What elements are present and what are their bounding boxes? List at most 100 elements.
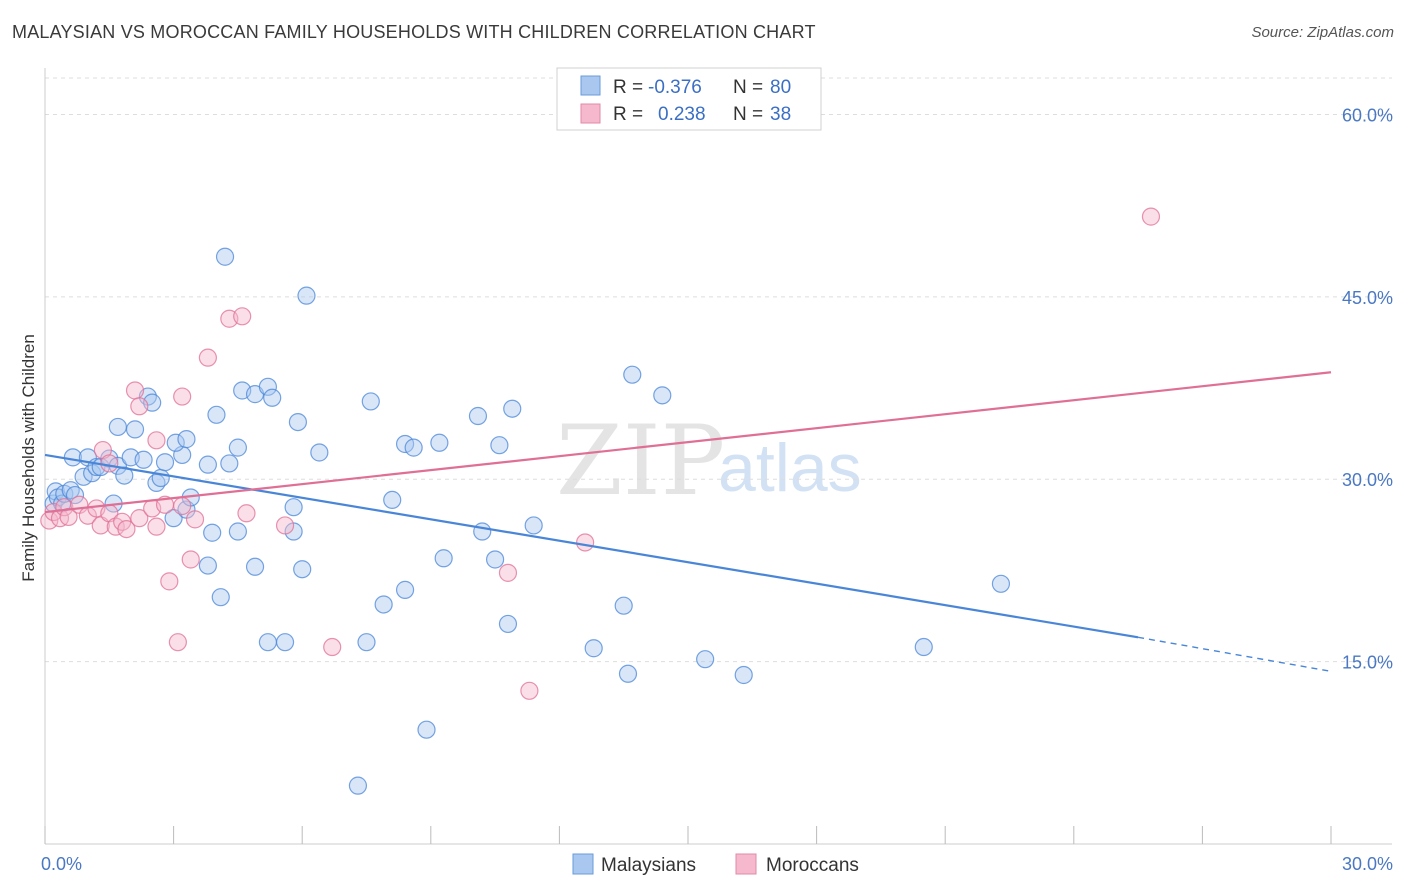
moroccan-point xyxy=(100,454,119,473)
malaysian-point xyxy=(653,386,672,405)
y-tick-labels: 15.0% 30.0% 45.0% 60.0% xyxy=(1342,105,1393,672)
malaysian-point xyxy=(361,392,380,411)
legend-r-value-0: -0.376 xyxy=(648,77,702,98)
moroccan-point xyxy=(576,533,595,552)
malaysian-point xyxy=(288,412,308,432)
malaysian-point xyxy=(198,556,217,575)
bottom-legend-label-malaysians: Malaysians xyxy=(601,855,696,876)
x-tick-label-min: 0.0% xyxy=(41,854,82,874)
malaysians-points xyxy=(44,247,1011,795)
malaysian-point xyxy=(503,399,522,418)
malaysian-point xyxy=(215,247,235,266)
malaysian-point xyxy=(395,580,415,599)
moroccan-point xyxy=(1141,207,1161,226)
y-axis-label: Family Households with Children xyxy=(19,334,38,582)
malaysian-point xyxy=(151,468,170,488)
malaysian-point xyxy=(228,438,247,457)
malaysian-point xyxy=(468,406,488,426)
malaysian-point xyxy=(374,595,393,614)
moroccan-point xyxy=(130,397,149,416)
moroccan-point xyxy=(520,681,539,700)
bottom-legend-swatch-malaysians xyxy=(572,853,594,875)
moroccan-point xyxy=(125,381,145,400)
legend-r-label-1: R = xyxy=(613,104,643,125)
x-tick-label-max: 30.0% xyxy=(1342,854,1393,874)
moroccan-point xyxy=(198,348,217,367)
malaysian-point xyxy=(166,433,185,452)
malaysian-point xyxy=(417,720,436,739)
series-legend: Malaysians Moroccans xyxy=(572,853,859,876)
x-tick-labels: 0.0% 30.0% xyxy=(41,854,1393,874)
malaysian-point xyxy=(108,417,127,437)
moroccan-point xyxy=(130,509,149,528)
legend-r-label-0: R = xyxy=(613,77,643,98)
moroccan-point xyxy=(147,517,166,536)
legend-n-label-1: N = xyxy=(733,104,763,125)
gridlines xyxy=(45,77,1392,663)
malaysian-point xyxy=(486,550,505,569)
malaysian-point xyxy=(490,436,509,455)
y-tick-label: 30.0% xyxy=(1342,470,1393,490)
malaysian-point xyxy=(211,588,230,607)
malaysian-point xyxy=(434,549,453,568)
moroccan-point xyxy=(237,504,256,523)
malaysian-point xyxy=(991,574,1011,593)
moroccan-point xyxy=(173,496,192,516)
legend-n-label-0: N = xyxy=(733,77,763,98)
moroccan-point xyxy=(275,516,295,535)
malaysian-point xyxy=(258,377,278,396)
moroccans-trend-line xyxy=(44,371,1332,514)
legend-n-value-1: 38 xyxy=(770,104,791,125)
bottom-legend-label-moroccans: Moroccans xyxy=(766,855,859,876)
moroccan-point xyxy=(233,307,252,326)
trend-lines xyxy=(44,371,1332,673)
malaysians-trend-line xyxy=(44,453,1139,639)
malaysian-point xyxy=(263,388,282,407)
moroccan-point xyxy=(147,431,166,450)
malaysian-point xyxy=(125,420,145,439)
y-tick-label: 45.0% xyxy=(1342,288,1393,308)
malaysian-point xyxy=(297,286,316,305)
malaysians-trend-extension xyxy=(1137,636,1332,673)
malaysian-point xyxy=(524,516,543,535)
malaysian-point xyxy=(134,450,153,469)
watermark-atlas: atlas xyxy=(718,430,862,506)
legend-swatch-moroccans xyxy=(580,103,601,124)
malaysian-point xyxy=(623,365,642,384)
malaysian-point xyxy=(228,522,247,541)
malaysian-point xyxy=(498,614,518,634)
legend-swatch-malaysians xyxy=(580,75,601,96)
moroccan-point xyxy=(185,510,205,529)
moroccan-point xyxy=(168,633,187,652)
malaysian-point xyxy=(310,443,329,462)
malaysian-point xyxy=(275,633,295,652)
malaysian-point xyxy=(404,438,423,457)
malaysian-point xyxy=(473,522,492,541)
moroccans-points xyxy=(40,207,1161,700)
malaysian-point xyxy=(383,490,402,510)
moroccan-point xyxy=(160,572,179,591)
malaysian-point xyxy=(430,433,449,452)
malaysian-point xyxy=(258,633,278,652)
malaysian-point xyxy=(614,596,633,615)
malaysian-point xyxy=(284,498,303,517)
malaysian-point xyxy=(293,560,312,579)
malaysian-point xyxy=(584,639,603,658)
moroccan-point xyxy=(173,387,192,406)
chart-title: MALAYSIAN VS MOROCCAN FAMILY HOUSEHOLDS … xyxy=(12,22,816,42)
malaysian-point xyxy=(198,455,217,474)
moroccan-point xyxy=(117,519,136,539)
bottom-legend-swatch-moroccans xyxy=(735,853,757,875)
malaysian-point xyxy=(220,454,239,473)
malaysian-point xyxy=(177,430,196,449)
legend-r-value-1: 0.238 xyxy=(658,104,706,125)
malaysian-point xyxy=(348,776,368,795)
legend-n-value-0: 80 xyxy=(770,77,791,98)
malaysian-point xyxy=(357,633,376,652)
moroccan-point xyxy=(181,550,200,569)
y-tick-label: 60.0% xyxy=(1342,105,1393,125)
watermark-zip: ZIP xyxy=(556,405,725,517)
y-tick-label: 15.0% xyxy=(1342,653,1393,673)
moroccan-point xyxy=(323,637,342,657)
